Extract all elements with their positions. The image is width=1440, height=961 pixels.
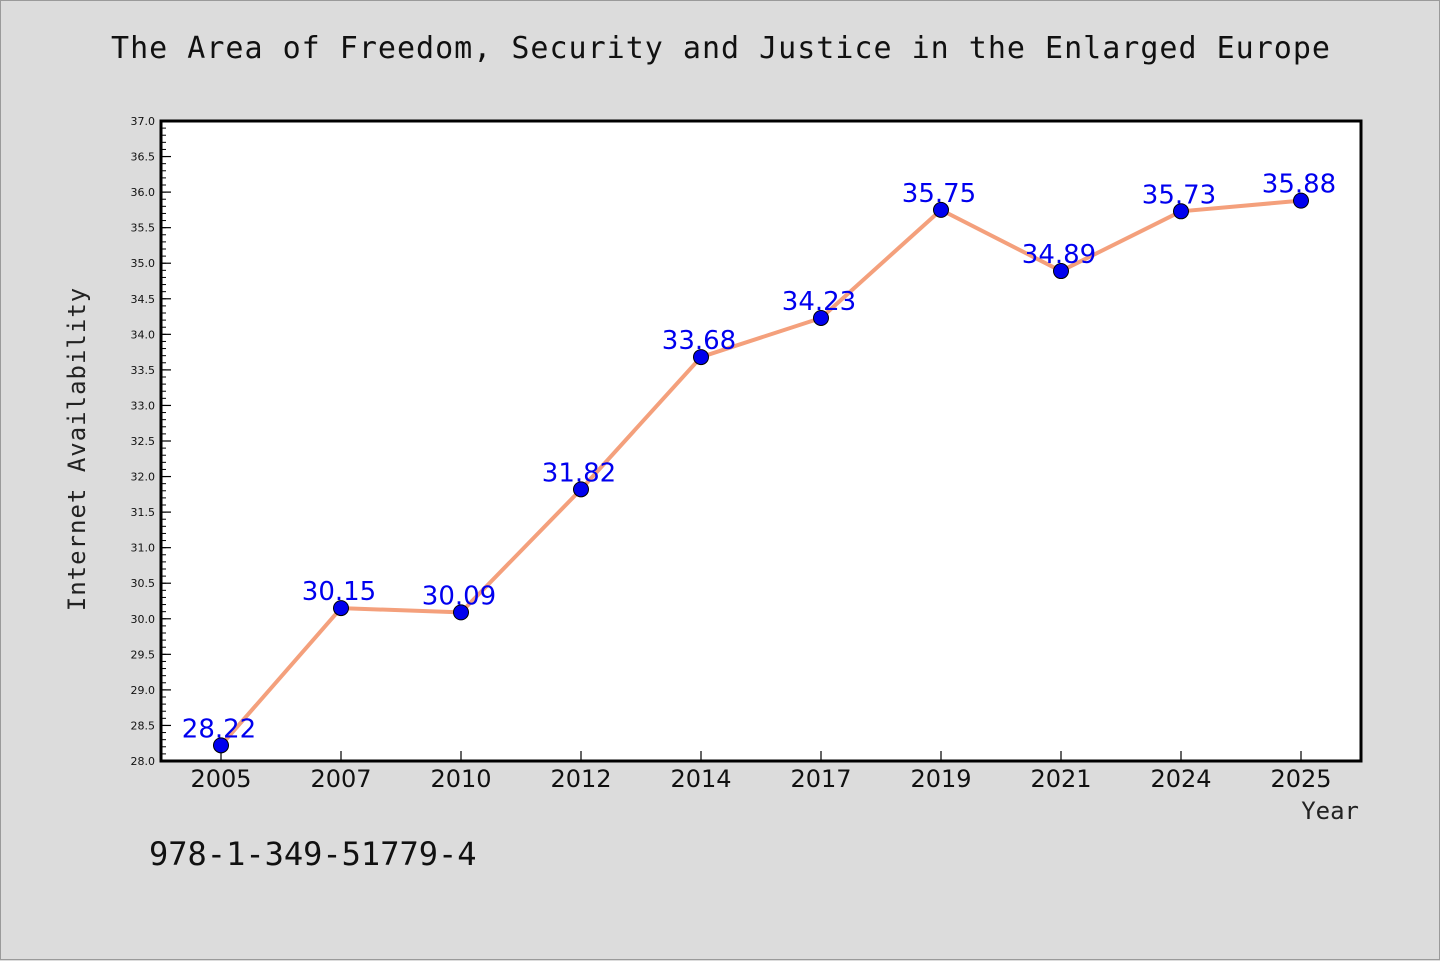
data-label: 35.73 <box>1142 180 1216 210</box>
data-label: 30.09 <box>422 581 496 611</box>
data-point <box>1293 192 1309 209</box>
data-point <box>933 201 949 218</box>
y-tick-label: 34.5 <box>131 293 156 306</box>
data-label: 30.15 <box>302 577 376 607</box>
x-tick-label: 2025 <box>1270 765 1331 793</box>
y-tick-label: 35.0 <box>131 257 156 270</box>
data-label: 35.88 <box>1262 170 1336 200</box>
x-tick-label: 2019 <box>910 765 971 793</box>
y-tick-label: 28.5 <box>131 719 156 732</box>
chart-title: The Area of Freedom, Security and Justic… <box>111 31 1331 66</box>
x-axis-ticks: 2005 2007 2010 2012 2014 2017 2019 2021 2024 2025 <box>190 751 1332 793</box>
y-tick-label: 33.0 <box>131 399 156 412</box>
data-label: 34.89 <box>1022 240 1096 270</box>
y-tick-label: 30.0 <box>131 613 156 626</box>
series-line-group <box>219 198 1303 748</box>
x-axis-label: Year <box>1301 797 1359 825</box>
x-tick-label: 2010 <box>430 765 491 793</box>
y-tick-label: 35.5 <box>131 222 156 235</box>
y-tick-label: 31.0 <box>131 542 156 555</box>
y-tick-label: 32.5 <box>131 435 156 448</box>
data-label: 28.22 <box>182 714 256 744</box>
y-tick-label: 37.0 <box>131 115 156 128</box>
data-point <box>813 309 829 326</box>
data-label: 33.68 <box>662 326 736 356</box>
x-tick-label: 2005 <box>190 765 251 793</box>
data-point <box>333 600 349 617</box>
data-point <box>213 737 229 754</box>
y-tick-label: 34.0 <box>131 328 156 341</box>
y-tick-label: 30.5 <box>131 577 156 590</box>
data-point <box>1173 203 1189 220</box>
x-tick-label: 2021 <box>1030 765 1091 793</box>
plot-frame <box>159 119 1363 763</box>
y-tick-label: 29.0 <box>131 684 156 697</box>
data-point <box>693 349 709 366</box>
y-tick-label: 33.5 <box>131 364 156 377</box>
y-axis-ticks: 28.0 28.5 29.0 29.5 30.0 30.5 31.0 31.5 32.0 32.5… <box>131 115 171 768</box>
data-point <box>1053 263 1069 280</box>
plot-area <box>161 121 1361 761</box>
data-label: 35.75 <box>902 179 976 209</box>
y-tick-label: 31.5 <box>131 506 156 519</box>
data-labels: 28.22 30.15 30.09 31.82 33.68 34.23 35.75 34.89… <box>182 170 1336 745</box>
data-label: 34.23 <box>782 287 856 317</box>
y-tick-label: 32.0 <box>131 471 156 484</box>
series-line <box>219 198 1303 748</box>
data-markers <box>213 192 1309 754</box>
data-point <box>453 604 469 621</box>
y-tick-label: 28.0 <box>131 755 156 768</box>
y-tick-label: 36.5 <box>131 151 156 164</box>
data-label: 31.82 <box>542 458 616 488</box>
x-tick-label: 2012 <box>550 765 611 793</box>
x-tick-label: 2007 <box>310 765 371 793</box>
x-tick-label: 2017 <box>790 765 851 793</box>
y-tick-label: 36.0 <box>131 186 156 199</box>
x-tick-label: 2024 <box>1150 765 1211 793</box>
isbn-text: 978-1-349-51779-4 <box>149 835 477 873</box>
x-tick-label: 2014 <box>670 765 731 793</box>
data-point <box>573 481 589 498</box>
y-tick-label: 29.5 <box>131 648 156 661</box>
